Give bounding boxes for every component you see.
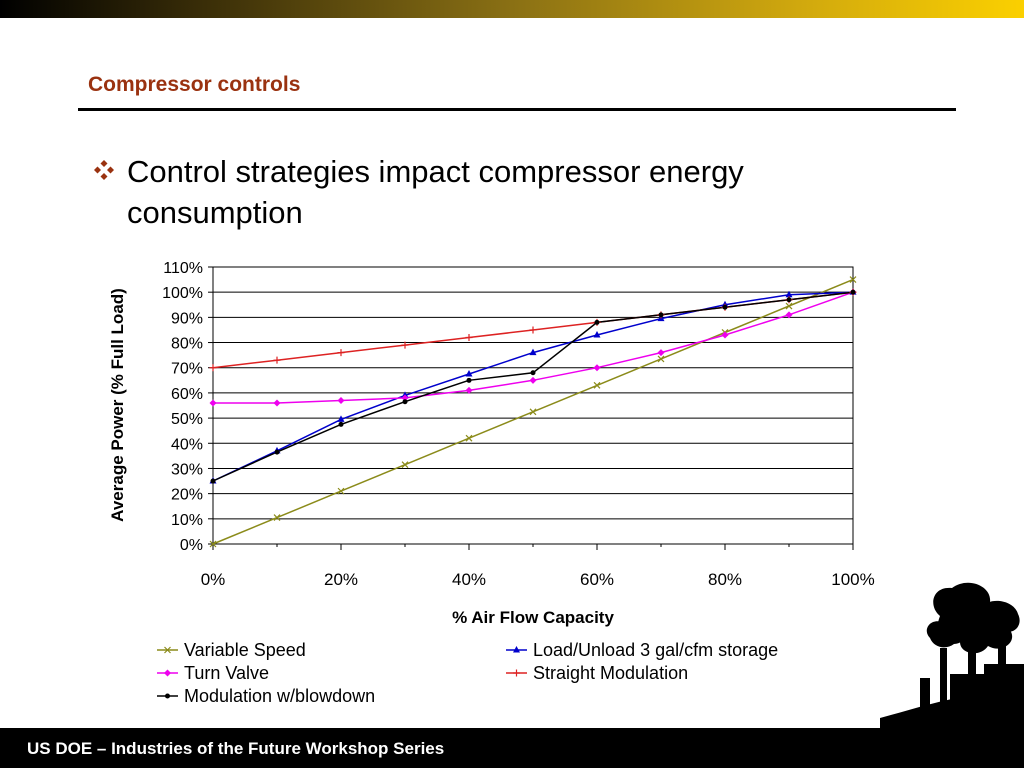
data-point: [530, 370, 536, 376]
y-axis-label: Average Power (% Full Load): [108, 288, 127, 522]
data-point: [785, 290, 793, 298]
data-point: [209, 540, 217, 548]
data-point: [657, 355, 665, 363]
diamond-bullet-icon: [94, 160, 114, 180]
data-point: [722, 304, 728, 310]
data-point: [513, 669, 520, 677]
data-point: [273, 356, 281, 364]
x-tick-label: 20%: [324, 570, 358, 589]
y-tick-label: 90%: [171, 310, 203, 327]
data-point: [401, 341, 409, 349]
data-point: [337, 415, 345, 422]
data-point: [529, 348, 537, 356]
legend-item: Straight Modulation: [506, 663, 688, 683]
smokestack-silhouette: [880, 582, 1024, 728]
legend-label: Straight Modulation: [533, 663, 688, 683]
data-point: [466, 377, 472, 383]
x-axis: 0% 20% 40% 60% 80% 100%: [201, 543, 875, 589]
data-point: [786, 297, 792, 303]
data-point: [850, 289, 856, 295]
data-point: [593, 381, 601, 389]
data-point: [209, 364, 217, 372]
y-tick-label: 50%: [171, 411, 203, 428]
legend-label: Turn Valve: [184, 663, 269, 683]
data-point: [657, 349, 665, 357]
x-tick-label: 80%: [708, 570, 742, 589]
data-point: [209, 399, 217, 407]
y-axis: 0% 10% 20% 30% 40% 50% 60% 70% 80% 90% 100% 110%: [162, 260, 213, 554]
legend-item: Load/Unload 3 gal/cfm storage: [506, 640, 778, 660]
y-tick-label: 100%: [162, 285, 203, 302]
x-tick-label: 60%: [580, 570, 614, 589]
legend-item: Modulation w/blowdown: [157, 686, 375, 706]
legend-item: Turn Valve: [157, 663, 269, 683]
data-point: [785, 311, 793, 319]
y-tick-label: 40%: [171, 436, 203, 453]
x-axis-label: % Air Flow Capacity: [452, 608, 614, 627]
legend-item: Variable Speed: [157, 640, 306, 660]
data-point: [465, 434, 473, 442]
footer-text: US DOE – Industries of the Future Worksh…: [27, 739, 445, 758]
y-tick-label: 110%: [163, 260, 203, 277]
data-point: [465, 386, 473, 394]
data-point: [593, 330, 601, 338]
title-divider: [78, 108, 956, 111]
data-point: [594, 319, 600, 325]
plot-area: [212, 266, 854, 545]
data-point: [529, 376, 537, 384]
y-tick-label: 30%: [171, 461, 203, 478]
legend-label: Load/Unload 3 gal/cfm storage: [533, 640, 778, 660]
data-point: [337, 349, 345, 357]
y-tick-label: 60%: [171, 386, 203, 403]
data-point: [593, 364, 601, 372]
y-tick-label: 70%: [171, 361, 203, 378]
data-point: [165, 693, 170, 699]
data-point: [210, 478, 216, 484]
legend-label: Variable Speed: [184, 640, 306, 660]
bullet-text: Control strategies impact compressor ene…: [127, 154, 744, 230]
data-point: [721, 331, 729, 339]
data-point: [465, 334, 473, 342]
data-point: [785, 302, 793, 310]
y-tick-label: 0%: [180, 537, 203, 554]
footer-bar: [0, 728, 1024, 768]
data-point: [164, 646, 171, 654]
x-tick-label: 0%: [201, 570, 226, 589]
data-point: [337, 396, 345, 404]
legend-label: Modulation w/blowdown: [184, 686, 375, 706]
top-gradient-bar: [0, 0, 1024, 18]
data-point: [273, 514, 281, 521]
data-point: [529, 326, 537, 334]
data-point: [849, 276, 857, 284]
x-tick-label: 100%: [831, 570, 874, 589]
line-chart: 0% 10% 20% 30% 40% 50% 60% 70% 80% 90% 100% 110% 0%…: [108, 260, 875, 706]
y-tick-label: 80%: [171, 336, 203, 353]
data-point: [401, 461, 409, 469]
data-point: [529, 408, 537, 416]
data-point: [164, 669, 171, 677]
data-point: [337, 487, 345, 495]
slide-title: Compressor controls: [88, 73, 301, 96]
y-tick-label: 20%: [171, 487, 203, 504]
series-markers: [209, 276, 857, 548]
data-point: [401, 394, 409, 402]
data-point: [402, 399, 408, 405]
data-point: [274, 449, 280, 455]
data-point: [338, 421, 344, 427]
y-tick-label: 10%: [171, 512, 203, 529]
data-point: [273, 399, 281, 407]
x-tick-label: 40%: [452, 570, 486, 589]
chart-legend: Variable Speed Load/Unload 3 gal/cfm stor…: [157, 640, 778, 706]
data-point: [465, 370, 473, 377]
data-point: [513, 646, 520, 653]
data-point: [658, 312, 664, 318]
